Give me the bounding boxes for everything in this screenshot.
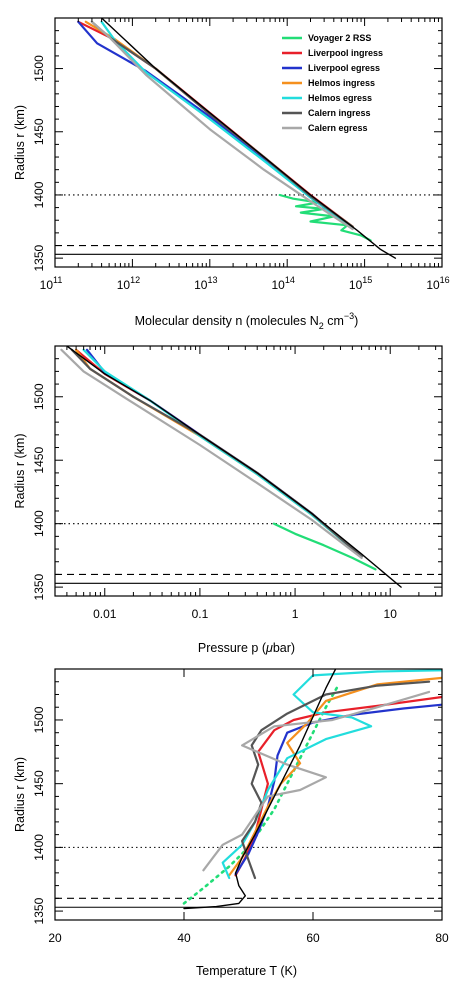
series-line-calern-egress xyxy=(90,20,354,231)
series-line-calern-egress xyxy=(60,348,363,560)
x-tick-label: 1 xyxy=(292,607,299,621)
legend-entry-label: Liverpool egress xyxy=(308,63,380,73)
y-axis-label: Radius r (km) xyxy=(13,433,27,508)
y-tick-label: 1350 xyxy=(32,897,46,924)
x-tick-label: 80 xyxy=(435,931,449,945)
series-line-model xyxy=(183,669,337,910)
x-axis-label: Molecular density n (molecules N2 cm−3) xyxy=(135,311,359,331)
y-tick-label: 1500 xyxy=(32,55,46,82)
series-line-calern-ingress xyxy=(241,680,431,880)
legend-entry-label: Helmos ingress xyxy=(308,78,375,88)
plot-frame xyxy=(54,345,443,597)
x-tick-label: 1015 xyxy=(349,275,372,292)
legend-entry-label: Calern egress xyxy=(308,123,368,133)
x-tick-label: 1013 xyxy=(194,275,217,292)
series-line-model xyxy=(100,18,397,259)
y-axis-label: Radius r (km) xyxy=(13,757,27,832)
y-tick-label: 1400 xyxy=(32,510,46,537)
plot-area xyxy=(55,346,442,588)
y-tick-label: 1400 xyxy=(32,181,46,208)
y-tick-label: 1450 xyxy=(32,770,46,797)
y-tick-label: 1350 xyxy=(32,244,46,271)
legend-entry-label: Calern ingress xyxy=(308,108,371,118)
series-line-calern-egress xyxy=(202,690,431,872)
y-axis-label: Radius r (km) xyxy=(13,105,27,180)
x-tick-label: 0.01 xyxy=(93,607,117,621)
y-tick-label: 1500 xyxy=(32,383,46,410)
series-line-helmos-ingress xyxy=(228,676,442,877)
y-tick-label: 1350 xyxy=(32,573,46,600)
legend-entry-label: Liverpool ingress xyxy=(308,48,383,58)
x-tick-label: 40 xyxy=(177,931,191,945)
x-tick-label: 1016 xyxy=(426,275,449,292)
plot-frame xyxy=(54,17,443,268)
series-line-model xyxy=(66,346,402,588)
y-tick-label: 1450 xyxy=(32,447,46,474)
x-tick-label: 1014 xyxy=(272,275,295,292)
series-line-voyager-2-rss xyxy=(278,193,372,242)
series-line-voyager-2-rss xyxy=(272,522,377,571)
y-tick-label: 1400 xyxy=(32,834,46,861)
y-tick-label: 1450 xyxy=(32,118,46,145)
chart-panel-3: 20 40 60 80 1350 1400 1450 1500 Radius r (km) Tem… xyxy=(13,668,449,978)
x-axis-label: Temperature T (K) xyxy=(196,964,297,978)
x-tick-label: 0.1 xyxy=(192,607,209,621)
plot-area xyxy=(55,18,442,259)
x-tick-label: 60 xyxy=(306,931,320,945)
series-line-helmos-egress xyxy=(221,669,442,880)
x-tick-label: 1011 xyxy=(40,275,63,292)
y-tick-label: 1500 xyxy=(32,706,46,733)
chart-panel-2: 0.01 0.1 1 10 1350 1400 1450 1500 Radius r (km) P… xyxy=(13,345,443,655)
series-line-liverpool-ingress xyxy=(234,695,442,877)
x-axis-label: Pressure p (μbar) xyxy=(198,641,295,655)
x-tick-label: 10 xyxy=(384,607,398,621)
plot-frame xyxy=(54,668,443,921)
x-tick-label: 1012 xyxy=(117,275,140,292)
legend-entry-label: Helmos egress xyxy=(308,93,372,103)
legend: Voyager 2 RSS Liverpool ingress Liverpool … xyxy=(282,33,383,133)
legend-entry-label: Voyager 2 RSS xyxy=(308,33,371,43)
plot-area xyxy=(55,669,442,910)
series-line-liverpool-egress xyxy=(234,703,442,876)
series-line-voyager-2-rss xyxy=(182,682,341,905)
x-tick-label: 20 xyxy=(48,931,62,945)
chart-panel-1: 1011 1012 1013 1014 1015 1016 1350 1400 1450 1500… xyxy=(13,17,450,331)
